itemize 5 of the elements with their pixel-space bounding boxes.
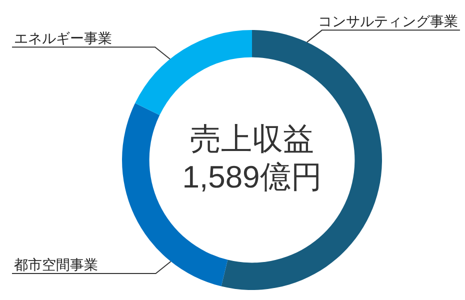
slice-label: 都市空間事業 (14, 256, 98, 272)
text: 売上収益 (190, 122, 314, 157)
slice-label: エネルギー事業 (14, 30, 112, 46)
slice-label: コンサルティング事業 (318, 13, 458, 30)
text: 1,589億円 (182, 160, 322, 195)
